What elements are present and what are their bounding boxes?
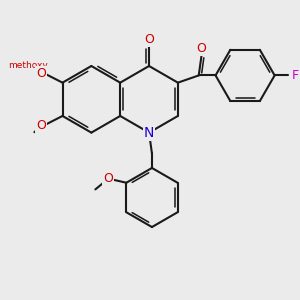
Text: N: N [144,126,154,140]
Text: O: O [36,67,46,80]
Text: O: O [197,42,207,55]
Text: O: O [36,119,46,132]
Text: methoxy: methoxy [8,61,48,70]
Text: O: O [144,33,154,46]
Text: F: F [291,69,298,82]
Text: O: O [103,172,113,185]
Text: O: O [36,67,46,80]
